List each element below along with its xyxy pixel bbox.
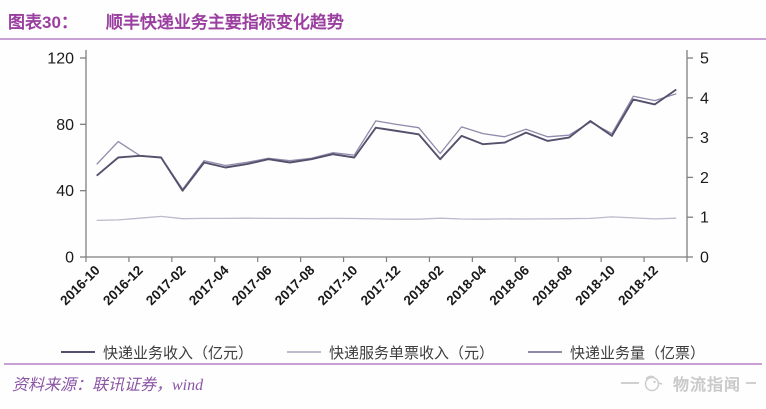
- svg-text:2016-12: 2016-12: [100, 263, 146, 309]
- legend-label-volume: 快递业务量（亿票）: [570, 344, 706, 362]
- legend-line-swatch-revenue: [60, 351, 95, 353]
- svg-text:2: 2: [700, 170, 709, 187]
- svg-text:4: 4: [700, 90, 709, 107]
- legend-label-revenue: 快递业务收入（亿元）: [102, 344, 253, 362]
- figure-footer: 资料来源：联讯证券，wind 物流指闻: [0, 363, 766, 409]
- chick-logo-icon: [644, 375, 663, 392]
- svg-text:2018-04: 2018-04: [444, 262, 490, 308]
- svg-text:2018-06: 2018-06: [486, 262, 532, 308]
- svg-text:2018-10: 2018-10: [572, 263, 618, 309]
- svg-text:2018-02: 2018-02: [401, 263, 447, 309]
- svg-text:0: 0: [65, 250, 74, 267]
- svg-text:2018-08: 2018-08: [529, 262, 575, 308]
- watermark-dash-left: [620, 382, 639, 384]
- watermark-text: 物流指闻: [672, 377, 741, 394]
- watermark-dash-right: [746, 382, 756, 384]
- chart-legend: 快递业务收入（亿元） 快递服务单票收入（元） 快递业务量（亿票）: [0, 340, 766, 364]
- footer-divider: [4, 363, 762, 365]
- trend-line-chart: 040801200123452016-102016-122017-022017-…: [47, 50, 709, 309]
- svg-text:1: 1: [700, 210, 709, 227]
- svg-text:3: 3: [700, 130, 709, 147]
- svg-text:2016-10: 2016-10: [57, 263, 103, 309]
- source-note: 资料来源：联讯证券，wind: [12, 377, 204, 394]
- svg-text:120: 120: [47, 51, 74, 68]
- watermark: 物流指闻: [620, 371, 756, 395]
- svg-text:2017-02: 2017-02: [143, 263, 189, 309]
- svg-text:2017-04: 2017-04: [186, 262, 232, 308]
- svg-text:0: 0: [700, 250, 709, 267]
- svg-text:40: 40: [56, 183, 74, 200]
- legend-item-volume: 快递业务量（亿票）: [528, 342, 705, 363]
- svg-text:2017-06: 2017-06: [229, 262, 275, 308]
- svg-text:2017-12: 2017-12: [358, 263, 404, 309]
- legend-label-ticket-revenue: 快递服务单票收入（元）: [328, 344, 494, 362]
- figure-title: 顺丰快递业务主要指标变化趋势: [105, 13, 344, 32]
- svg-text:2017-08: 2017-08: [272, 262, 318, 308]
- legend-line-swatch-volume: [528, 351, 562, 353]
- svg-text:5: 5: [700, 51, 709, 68]
- svg-text:2017-10: 2017-10: [315, 263, 361, 309]
- figure-number-label: 图表30：: [8, 13, 78, 32]
- figure-header: 图表30： 顺丰快递业务主要指标变化趋势: [0, 0, 766, 40]
- svg-text:80: 80: [56, 117, 74, 134]
- legend-line-swatch-ticket-revenue: [286, 351, 321, 353]
- legend-item-ticket-revenue: 快递服务单票收入（元）: [286, 342, 494, 363]
- chart-area: 0 40 80 120 0 1 2 3 4 5 2016-10 2016-12 2017-02 2017-…: [0, 42, 766, 330]
- svg-text:2018-12: 2018-12: [615, 263, 661, 309]
- legend-item-revenue: 快递业务收入（亿元）: [60, 342, 253, 363]
